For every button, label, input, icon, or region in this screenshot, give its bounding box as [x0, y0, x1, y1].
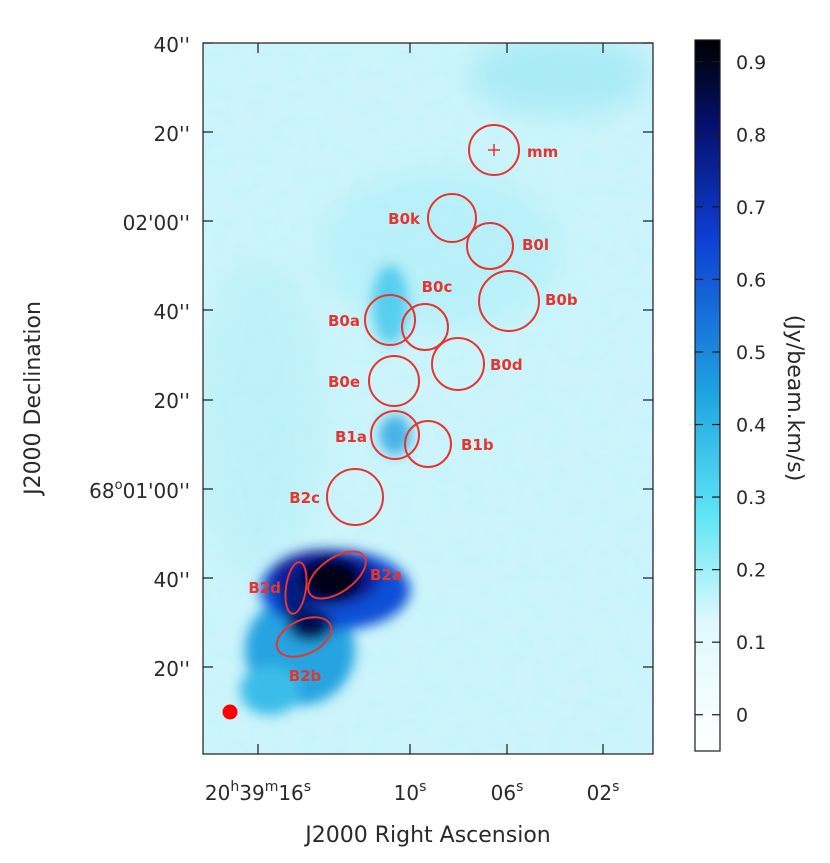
colorbar-tick-label: 0.5	[736, 342, 766, 364]
region-b2d	[284, 561, 308, 615]
y-tick-degrees: 68	[89, 479, 114, 503]
region-b0d	[431, 337, 485, 391]
second-unit: s	[419, 779, 426, 795]
y-tick-label: 40''	[154, 568, 190, 592]
region-label-mm: mm	[527, 143, 558, 161]
colorbar-tick-label: 0.7	[736, 197, 766, 219]
minute-unit: m	[265, 779, 279, 795]
region-mm	[468, 124, 520, 176]
region-b0c	[401, 303, 449, 351]
y-tick-label: 40''	[154, 33, 190, 57]
colorbar-tick-label: 0.1	[736, 632, 766, 654]
region-b2b	[275, 616, 333, 658]
x-axis-title: J2000 Right Ascension	[303, 823, 550, 848]
region-b1a	[370, 410, 420, 460]
region-label-b2d: B2d	[248, 579, 281, 597]
region-label-b0l: B0l	[522, 236, 549, 254]
x-tick-seconds: 06	[491, 781, 516, 805]
x-tick-marks	[257, 43, 604, 754]
region-label-b1b: B1b	[461, 436, 494, 454]
y-tick-labels: 40'' 20'' 02'00'' 40'' 20'' 68o01'00'' 4…	[89, 33, 190, 681]
colorbar-tick-label: 0.8	[736, 124, 766, 146]
y-tick-label: 02'00''	[123, 211, 190, 235]
region-label-b2a: B2a	[370, 566, 402, 584]
x-tick-minutes: 39	[239, 781, 264, 805]
y-tick-label: 40''	[154, 300, 190, 324]
region-b0b	[478, 270, 540, 332]
plot-axes	[202, 42, 654, 755]
y-tick-label: 20''	[154, 657, 190, 681]
y-tick-label: 20''	[154, 389, 190, 413]
y-tick-arcmin: 01'00''	[123, 479, 190, 503]
region-label-b0b: B0b	[545, 291, 578, 309]
y-tick-marks	[203, 42, 653, 668]
region-b0e	[368, 355, 420, 407]
hour-unit: h	[230, 779, 239, 795]
region-label-b0a: B0a	[328, 312, 360, 330]
x-tick-label: 02s	[587, 779, 620, 805]
region-label-b0e: B0e	[328, 373, 360, 391]
x-tick-label: 06s	[491, 779, 524, 805]
y-tick-label: 20''	[154, 122, 190, 146]
x-tick-hours: 20	[205, 781, 230, 805]
colorbar-tick-label: 0.6	[736, 269, 766, 291]
x-tick-labels: 20h39m16s 10s 06s 02s	[205, 779, 619, 805]
region-b2c	[326, 468, 384, 526]
x-tick-seconds: 16	[278, 781, 303, 805]
region-b2a	[307, 550, 367, 600]
second-unit: s	[304, 779, 311, 795]
region-overlays: mm B0k B0l B0b B0c B0a B0d B0e B1a B1b B2c B2a B2d B2…	[248, 124, 578, 685]
beam-marker	[222, 704, 238, 720]
region-b0a	[364, 294, 416, 346]
colorbar-tick-label: 0	[736, 705, 748, 727]
colorbar-gradient	[694, 39, 721, 752]
x-tick-label-hms: 20h39m16s	[205, 779, 311, 805]
x-tick-seconds: 02	[587, 781, 612, 805]
region-b0k	[427, 193, 477, 243]
intensity-map	[203, 43, 653, 754]
region-b0l	[466, 222, 514, 270]
colorbar-ticks: 0 0.1 0.2 0.3 0.4 0.5 0.6 0.7 0.8 0.9	[695, 52, 766, 727]
region-label-b1a: B1a	[335, 428, 367, 446]
colorbar-tick-label: 0.2	[736, 560, 766, 582]
second-unit: s	[612, 779, 619, 795]
colorbar-tick-label: 0.4	[736, 415, 766, 437]
region-label-b0d: B0d	[490, 356, 523, 374]
x-tick-seconds: 10	[394, 781, 419, 805]
x-tick-label: 10s	[394, 779, 427, 805]
region-label-b2b: B2b	[289, 667, 322, 685]
region-b1b	[404, 420, 452, 468]
second-unit: s	[516, 779, 523, 795]
degree-symbol: o	[115, 478, 123, 493]
plot-frame	[202, 42, 654, 755]
y-tick-label-dms: 68o01'00''	[89, 478, 190, 503]
y-axis-title: J2000 Declination	[21, 301, 46, 497]
region-label-b2c: B2c	[289, 489, 320, 507]
region-label-b0k: B0k	[388, 210, 421, 228]
region-label-b0c: B0c	[422, 278, 453, 296]
colorbar-tick-label: 0.9	[736, 52, 766, 74]
colorbar: 0 0.1 0.2 0.3 0.4 0.5 0.6 0.7 0.8 0.9 (Jy/beam.km…	[694, 39, 807, 752]
colorbar-title: (Jy/beam.km/s)	[782, 315, 807, 482]
colorbar-tick-label: 0.3	[736, 487, 766, 509]
